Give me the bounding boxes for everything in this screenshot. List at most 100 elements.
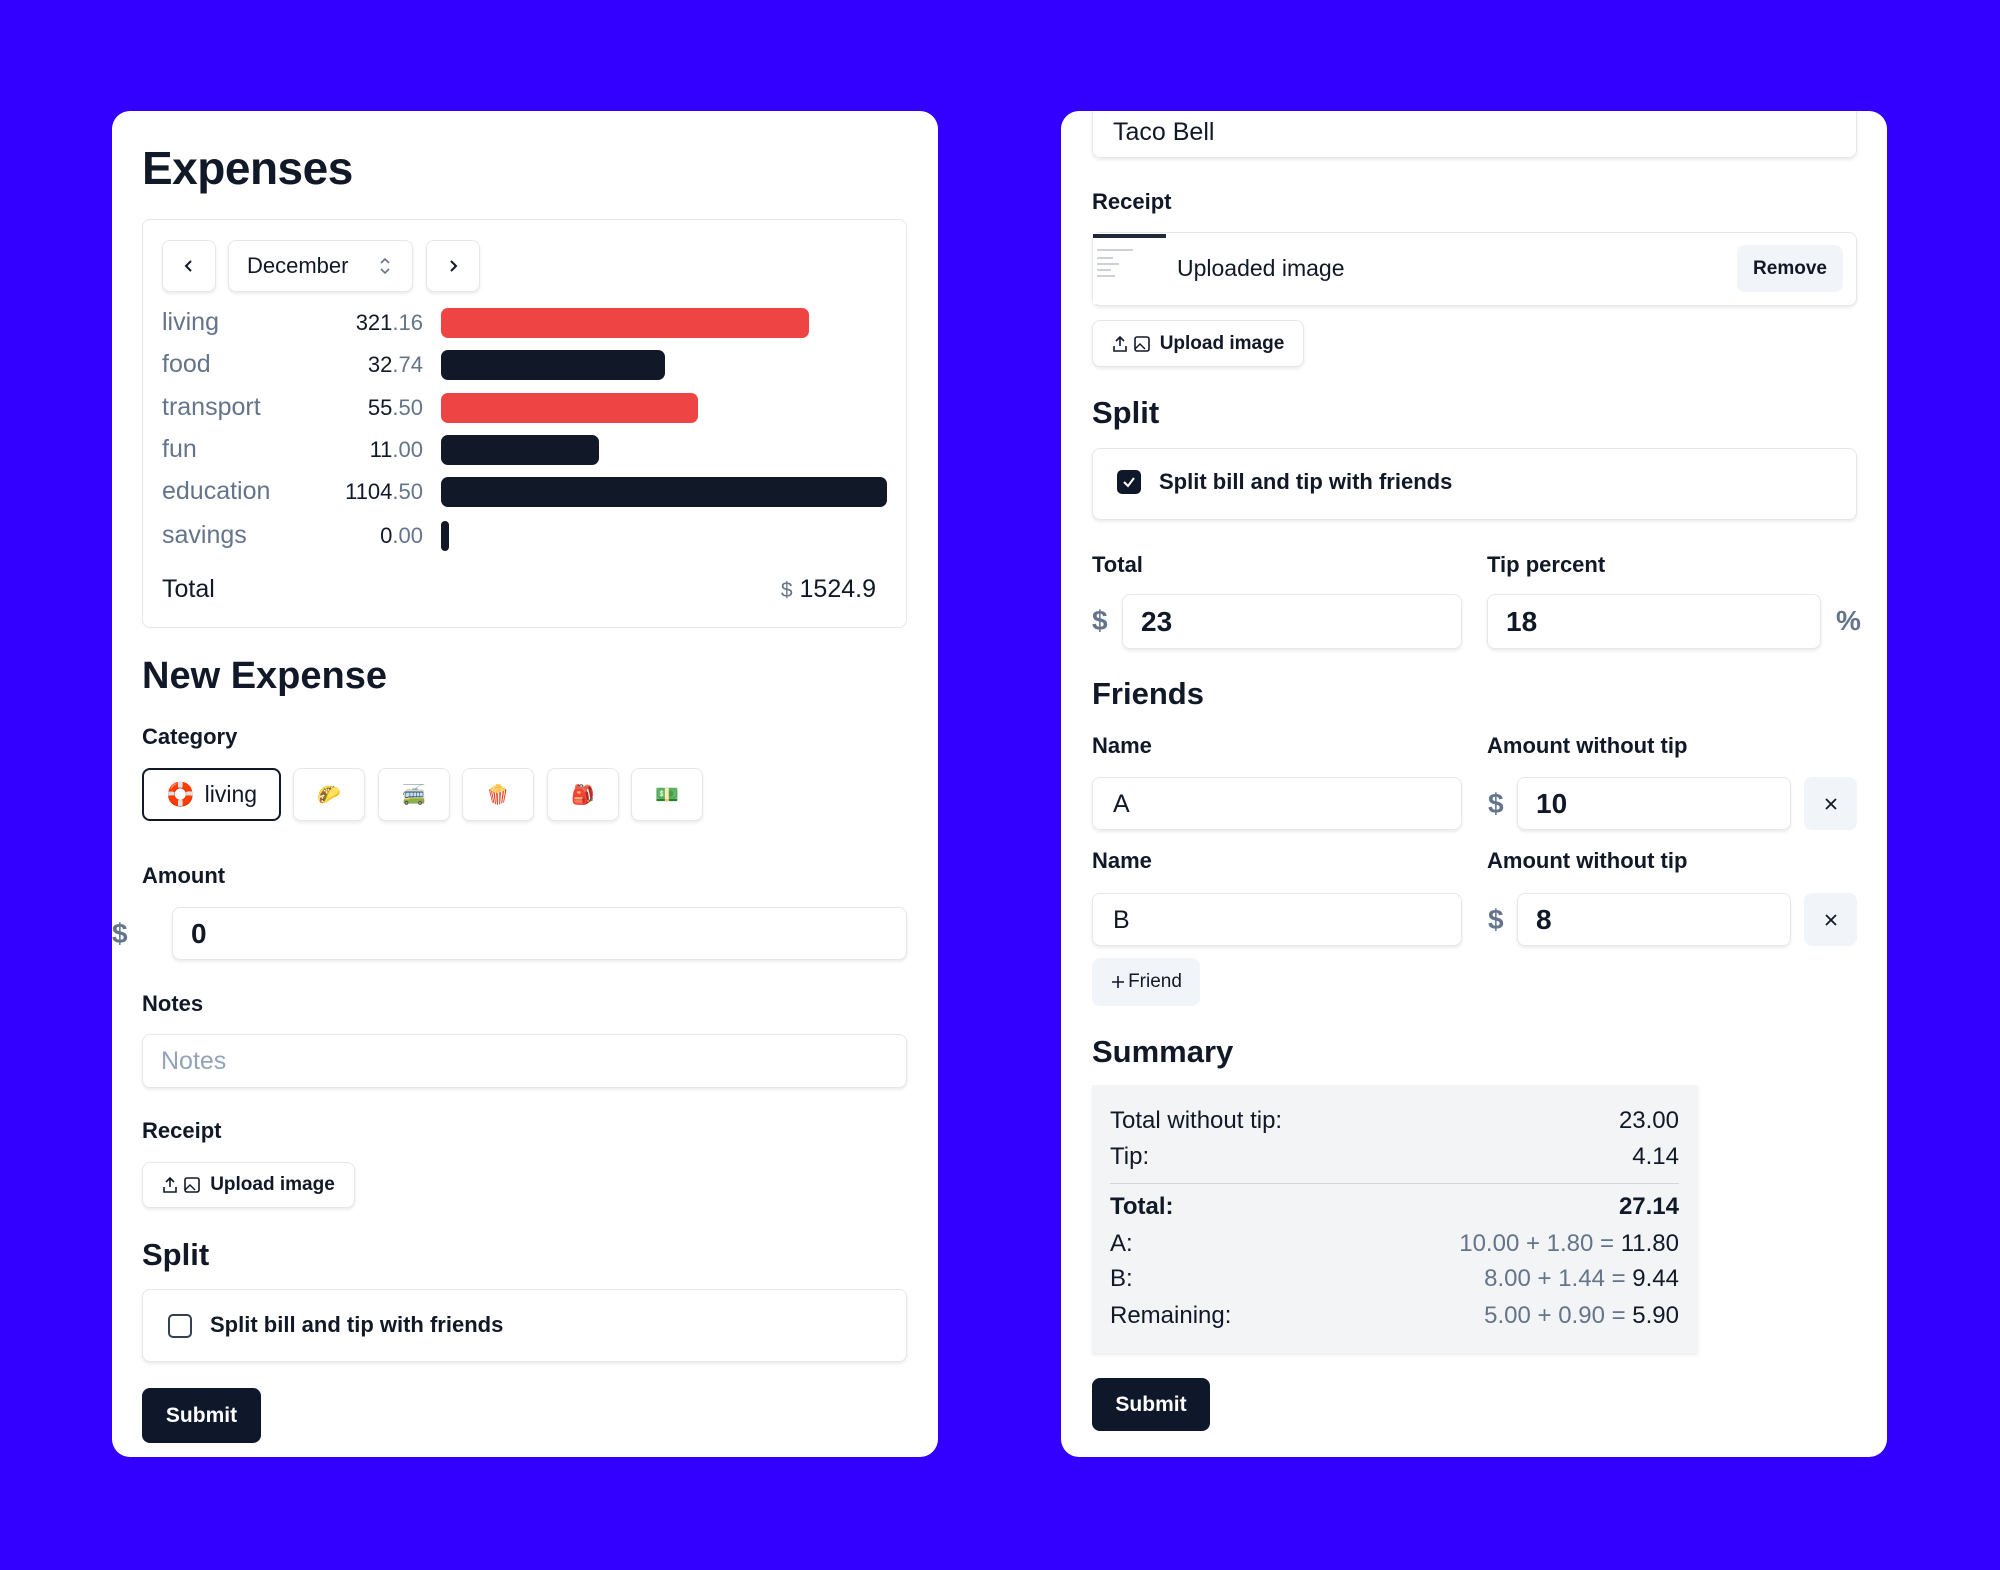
- summary-value: 27.14: [1361, 1195, 1679, 1219]
- section-title: Summary: [1092, 1034, 1234, 1069]
- summary-label: A:: [1110, 1230, 1133, 1257]
- bar: [441, 393, 698, 423]
- amount: 0.00: [380, 523, 423, 548]
- total-input[interactable]: 23: [1122, 594, 1462, 649]
- split-option[interactable]: [142, 1289, 907, 1362]
- month-value: December: [247, 253, 349, 278]
- receipt-thumbnail: [1093, 234, 1166, 304]
- category-button[interactable]: 🍿: [462, 768, 534, 821]
- amount-input[interactable]: 0: [172, 907, 907, 960]
- category-button[interactable]: 🚎: [378, 768, 450, 821]
- field-label: Receipt: [1092, 189, 1172, 214]
- total: $ 1524.9: [672, 577, 876, 602]
- total-label: Total: [162, 575, 215, 603]
- bar: [441, 477, 887, 507]
- summary-detail: 8.00 + 1.44 =: [1484, 1265, 1626, 1292]
- remove-friend-button[interactable]: [1804, 777, 1857, 830]
- category-label: living: [162, 308, 219, 336]
- field-label: Tip percent: [1487, 552, 1606, 577]
- name-input[interactable]: Taco Bell: [1092, 111, 1857, 158]
- field-label: Receipt: [142, 1118, 222, 1143]
- amount: 55.50: [367, 395, 423, 420]
- section-title: Split: [1092, 395, 1160, 430]
- split-option[interactable]: [1092, 448, 1857, 520]
- summary-amount: 23.00: [1618, 1107, 1679, 1134]
- submit-button[interactable]: Submit: [1092, 1378, 1210, 1431]
- amount: 321.16: [355, 310, 423, 335]
- category-label: transport: [162, 393, 261, 421]
- summary-label: Remaining:: [1110, 1302, 1232, 1329]
- checkbox[interactable]: [168, 1314, 192, 1338]
- upload-button[interactable]: Upload image: [1092, 320, 1304, 367]
- button-label: Upload image: [210, 1174, 335, 1195]
- input-value: B: [1113, 906, 1130, 934]
- friend-name-input[interactable]: B: [1092, 893, 1462, 946]
- summary-label: Total:: [1110, 1193, 1174, 1220]
- amount: 32.74: [367, 352, 423, 377]
- page-title: Expenses: [142, 142, 353, 194]
- amount: 1104.50: [345, 479, 423, 504]
- upload-button[interactable]: Upload image: [142, 1162, 355, 1208]
- category-label: food: [162, 350, 211, 378]
- summary-value: 8.00 + 1.44 = 9.44: [1361, 1267, 1679, 1291]
- input-value: 18: [1506, 606, 1538, 637]
- bar: [441, 521, 449, 551]
- summary-amount: 4.14: [1632, 1143, 1679, 1170]
- input-value: Taco Bell: [1113, 118, 1215, 146]
- receipt-item: [1092, 232, 1857, 306]
- amount: 11.00: [369, 437, 423, 462]
- checkbox-label: Split bill and tip with friends: [1159, 469, 1453, 494]
- field-label: Amount without tip: [1487, 848, 1688, 873]
- category-button[interactable]: 🌮: [293, 768, 365, 821]
- remove-button[interactable]: Remove: [1737, 245, 1843, 292]
- friend-name-input[interactable]: A: [1092, 777, 1462, 830]
- tip-input[interactable]: 18: [1487, 594, 1821, 649]
- summary-amount: 27.14: [1618, 1193, 1679, 1220]
- field-label: Amount: [142, 863, 226, 888]
- checkbox-checked[interactable]: [1117, 470, 1141, 494]
- category-button-selected[interactable]: 🛟 living: [142, 768, 281, 821]
- section-title: Split: [142, 1237, 210, 1272]
- section-title: New Expense: [142, 655, 387, 697]
- friend-amount-input[interactable]: 10: [1517, 777, 1791, 830]
- month-select[interactable]: December: [228, 240, 413, 292]
- category-button[interactable]: 💵: [631, 768, 703, 821]
- add-friend-button[interactable]: Friend: [1092, 958, 1200, 1006]
- summary-amount: 11.80: [1620, 1230, 1679, 1257]
- field-label: Name: [1092, 848, 1152, 873]
- button-label: Remove: [1753, 257, 1827, 279]
- next-month-button[interactable]: [426, 240, 480, 292]
- currency: $: [780, 579, 793, 602]
- summary-label: B:: [1110, 1265, 1133, 1292]
- separator: [1110, 1183, 1679, 1184]
- input-value: 23: [1141, 606, 1173, 637]
- summary-value: 23.00: [1361, 1109, 1679, 1133]
- category-label: savings: [162, 521, 247, 549]
- category-label: education: [162, 477, 271, 505]
- percent-sign: %: [1836, 605, 1861, 636]
- button-label: Submit: [165, 1403, 238, 1427]
- category-name: living: [204, 781, 258, 807]
- remove-friend-button[interactable]: [1804, 893, 1857, 946]
- summary-detail: 5.00 + 0.90 =: [1484, 1302, 1626, 1329]
- friend-amount-input[interactable]: 8: [1517, 893, 1791, 946]
- bar: [441, 350, 665, 380]
- submit-button[interactable]: Submit: [142, 1388, 261, 1443]
- summary-label: Total without tip:: [1110, 1107, 1283, 1134]
- field-label: Name: [1092, 733, 1152, 758]
- category-button[interactable]: 🎒: [547, 768, 619, 821]
- bar: [441, 435, 600, 465]
- prev-month-button[interactable]: [162, 240, 216, 292]
- input-value: 10: [1536, 788, 1568, 819]
- currency: $: [1488, 904, 1504, 935]
- button-label: Friend: [1128, 971, 1182, 992]
- summary-amount: 9.44: [1632, 1265, 1679, 1292]
- emoji: 🛟: [165, 781, 195, 807]
- field-label: Category: [142, 724, 238, 749]
- field-label: Notes: [142, 991, 204, 1016]
- notes-input[interactable]: Notes: [142, 1034, 907, 1088]
- currency: $: [1488, 788, 1504, 819]
- summary-value: 5.00 + 0.90 = 5.90: [1361, 1304, 1679, 1328]
- input-value: 0: [191, 918, 207, 949]
